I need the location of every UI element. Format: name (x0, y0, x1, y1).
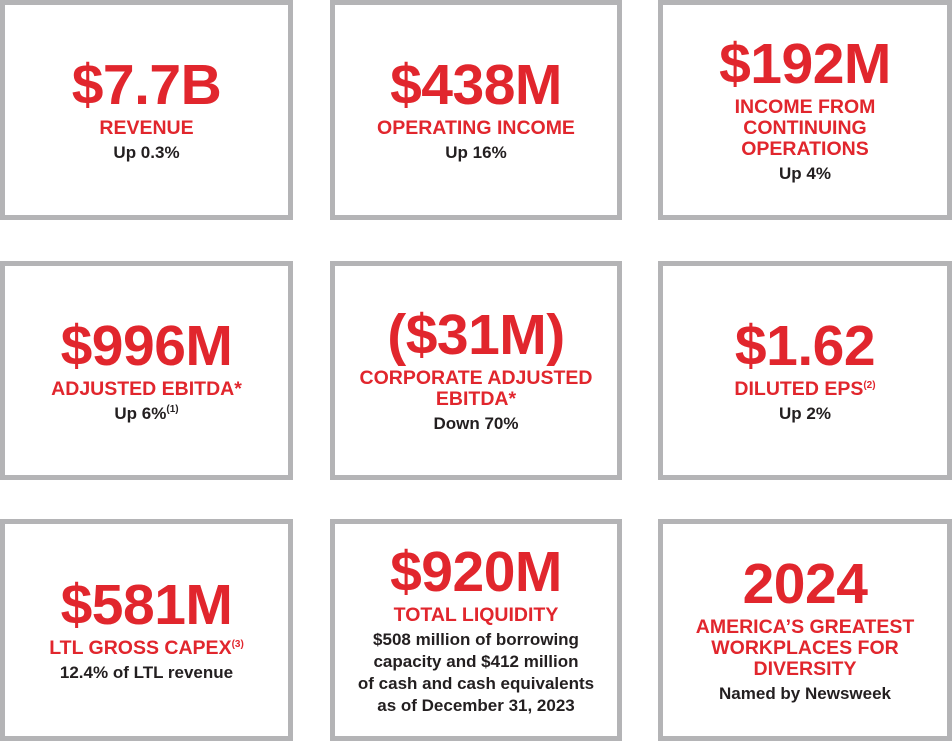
metric-card-adjusted-ebitda: $996M ADJUSTED EBITDA* Up 6%(1) (0, 261, 293, 480)
metric-value-text: $1.62 (734, 313, 876, 378)
metric-value: $581M (61, 576, 233, 634)
metric-sub: Up 4% (779, 163, 831, 185)
metric-value-text: ($31M) (387, 303, 565, 367)
metric-label: AMERICA’S GREATEST WORKPLACES FOR DIVERS… (696, 617, 915, 680)
metric-label-text: INCOME FROM CONTINUING OPERATIONS (734, 96, 876, 160)
metric-value: $192M (719, 35, 891, 93)
metric-sub: Up 16% (445, 142, 506, 164)
metric-label: DILUTED EPS(2) (734, 377, 876, 400)
metric-sub-text: Up 2% (779, 403, 831, 423)
metric-sub-text: Up 16% (445, 143, 507, 162)
metric-label-text: DILUTED EPS (734, 377, 864, 400)
metric-label-text: AMERICA’S GREATEST WORKPLACES FOR DIVERS… (695, 616, 915, 680)
metric-value: $1.62 (734, 313, 876, 378)
metric-card-diluted-eps: $1.62 DILUTED EPS(2) Up 2% (658, 261, 952, 480)
metric-value-text: $7.7B (71, 53, 222, 117)
metric-sub: Up 6%(1) (114, 403, 178, 425)
metric-card-operating-income: $438M OPERATING INCOME Up 16% (330, 0, 622, 220)
metric-value-text: $581M (60, 573, 233, 637)
metric-value-text: $920M (390, 540, 562, 604)
metric-sub: Named by Newsweek (719, 683, 891, 705)
metric-sub-text: Named by Newsweek (719, 684, 891, 703)
metric-sub-text: Up 0.3% (113, 143, 180, 162)
metric-label: ADJUSTED EBITDA* (51, 377, 242, 400)
metric-sub-text: Up 6% (114, 403, 167, 423)
metric-label-text: TOTAL LIQUIDITY (393, 604, 559, 626)
metric-label: REVENUE (99, 118, 193, 139)
metric-label-text: ADJUSTED EBITDA* (51, 377, 242, 400)
metric-value: $7.7B (72, 56, 222, 114)
metric-card-revenue: $7.7B REVENUE Up 0.3% (0, 0, 293, 220)
metric-label-text: OPERATING INCOME (377, 117, 575, 139)
metric-card-greatest-workplaces: 2024 AMERICA’S GREATEST WORKPLACES FOR DI… (658, 519, 952, 741)
metric-value-text: $192M (719, 32, 891, 96)
metric-value: $920M (390, 543, 562, 601)
footnote-marker: (1) (166, 403, 179, 415)
metric-label: CORPORATE ADJUSTED EBITDA* (360, 368, 593, 410)
metric-card-corporate-adjusted-ebitda: ($31M) CORPORATE ADJUSTED EBITDA* Down 70% (330, 261, 622, 480)
metric-sub: 12.4% of LTL revenue (60, 662, 233, 684)
metric-value: 2024 (743, 555, 868, 613)
metric-card-income-continuing-ops: $192M INCOME FROM CONTINUING OPERATIONS Up… (658, 0, 952, 220)
metric-sub: Up 2% (779, 403, 831, 425)
footnote-marker: (3) (231, 639, 244, 650)
metric-card-ltl-gross-capex: $581M LTL GROSS CAPEX(3) 12.4% of LTL reve… (0, 519, 293, 741)
metric-label: OPERATING INCOME (377, 118, 575, 139)
metric-value-text: 2024 (742, 552, 868, 616)
metric-sub: Up 0.3% (113, 142, 179, 164)
metric-sub: Down 70% (433, 413, 518, 435)
metric-sub-text: Up 4% (779, 164, 831, 183)
metric-value: ($31M) (387, 306, 565, 364)
metric-sub-text: Down 70% (433, 414, 519, 433)
metric-card-total-liquidity: $920M TOTAL LIQUIDITY $508 million of borr… (330, 519, 622, 741)
metric-value: $438M (390, 56, 562, 114)
footnote-marker: (2) (863, 379, 876, 391)
metric-label: TOTAL LIQUIDITY (394, 605, 559, 626)
metric-label-text: CORPORATE ADJUSTED EBITDA* (359, 367, 593, 410)
metric-label: INCOME FROM CONTINUING OPERATIONS (735, 97, 876, 160)
metric-value-text: $996M (60, 313, 233, 378)
metric-label-text: LTL GROSS CAPEX (49, 637, 232, 659)
metric-sub: $508 million of borrowing capacity and $… (358, 629, 594, 717)
metric-label: LTL GROSS CAPEX(3) (49, 638, 244, 659)
metric-value-text: $438M (390, 53, 562, 117)
metric-value: $996M (61, 317, 233, 375)
metric-sub-text: 12.4% of LTL revenue (59, 663, 234, 682)
metric-label-text: REVENUE (99, 117, 194, 139)
metric-sub-text: $508 million of borrowing capacity and $… (357, 630, 595, 715)
